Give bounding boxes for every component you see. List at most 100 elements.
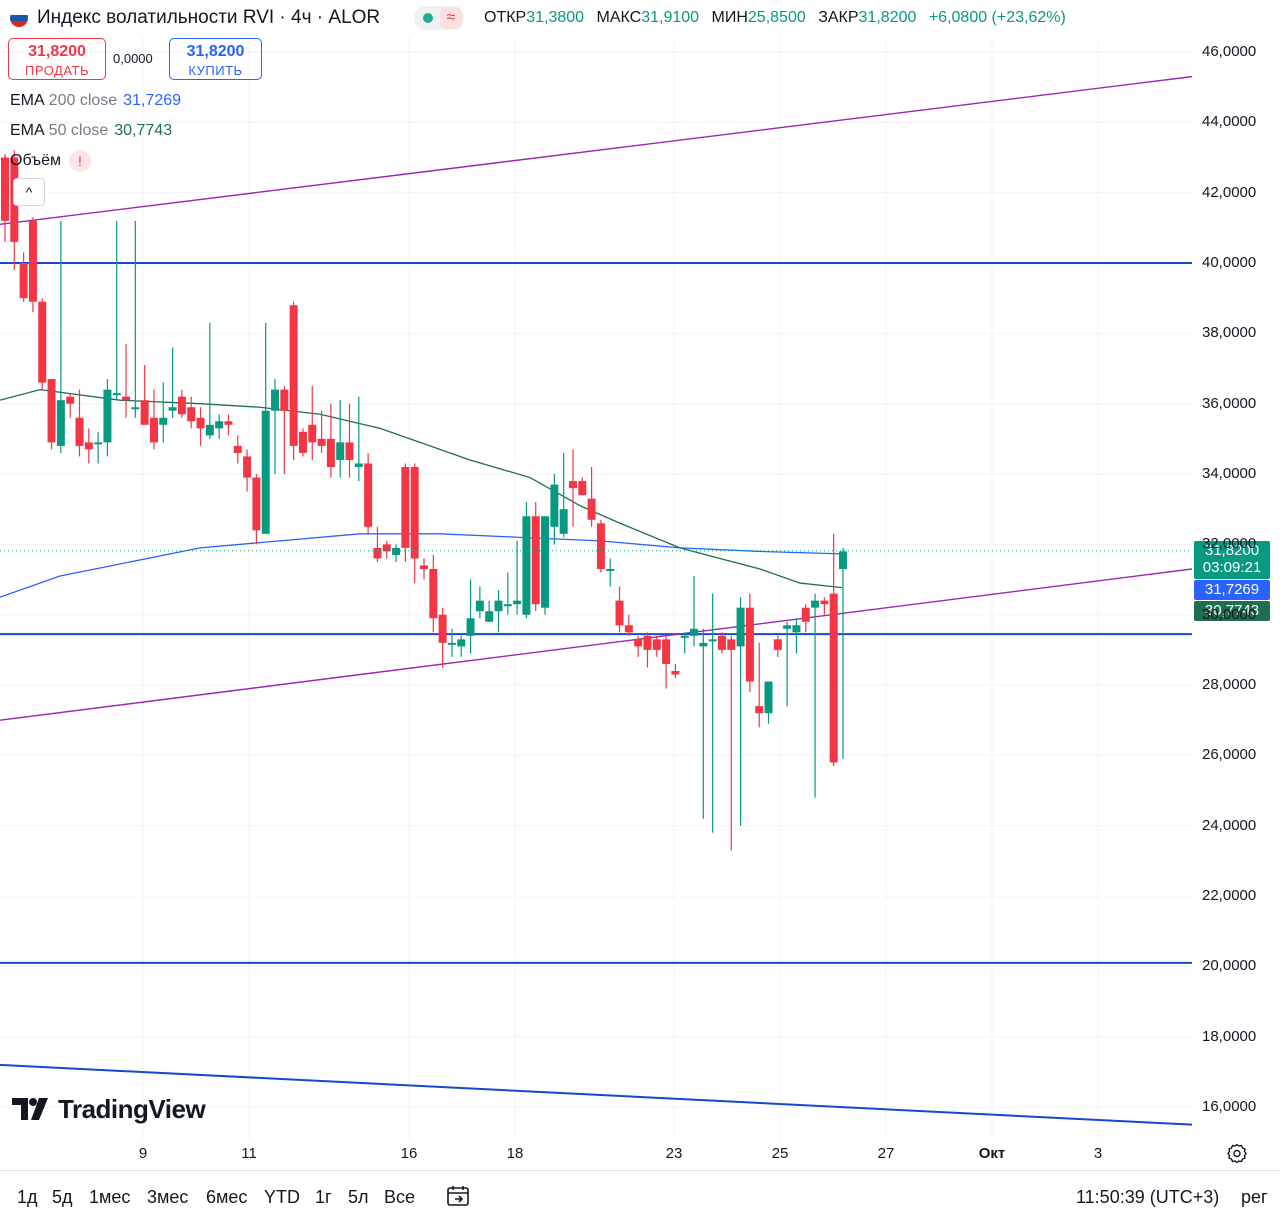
ema50-price-tag: 30,7743 (1194, 601, 1270, 621)
candle-body (112, 393, 121, 396)
period-all[interactable]: Все (384, 1187, 416, 1207)
sell-button[interactable]: 31,8200 ПРОДАТЬ (8, 38, 106, 80)
price-tick-label: 28,0000 (1202, 676, 1257, 694)
market-open-dot-icon (423, 13, 433, 23)
price-tick-label: 26,0000 (1202, 746, 1257, 764)
bar-countdown: 03:09:21 (1202, 559, 1262, 576)
last-price-value: 31,8200 (1204, 542, 1260, 559)
price-tick-label: 34,0000 (1202, 465, 1257, 483)
period-1y[interactable]: 1г (315, 1187, 332, 1207)
candle-body (494, 600, 503, 612)
candle-body (19, 263, 28, 299)
candle-body (75, 417, 84, 446)
candle-body (336, 442, 345, 460)
descending-trendline (0, 1063, 1193, 1126)
candle-body (559, 509, 568, 534)
legend-ema50[interactable]: EMA 50 close 30,7743 (10, 122, 172, 140)
period-5d[interactable]: 5д (52, 1187, 73, 1207)
price-tick-label: 42,0000 (1202, 183, 1257, 201)
candle-body (652, 639, 661, 650)
candle-body (457, 639, 466, 647)
candle-body (801, 607, 810, 622)
candle-body (634, 639, 643, 647)
legend-volume[interactable]: Объём! (10, 150, 91, 172)
candle-body (205, 424, 214, 436)
candle-body (475, 600, 484, 612)
candle-body (485, 611, 494, 622)
open-value: 31,3800 (526, 9, 585, 26)
candle-body (224, 421, 233, 425)
period-5y[interactable]: 5л (348, 1187, 369, 1207)
delayed-data-icon: ≈ (440, 7, 462, 29)
collapse-legend-button[interactable]: ^ (13, 178, 45, 206)
period-6m[interactable]: 6мес (206, 1187, 248, 1207)
candle-body (382, 544, 391, 552)
candle-body (1, 157, 9, 221)
candle-body (66, 396, 75, 404)
candle-body (280, 389, 289, 411)
buy-label: КУПИТЬ (188, 63, 243, 78)
ema200-line (0, 533, 843, 598)
candle-body (624, 625, 633, 633)
ema50-args: 50 close (48, 122, 109, 139)
symbol-title[interactable]: Индекс волатильности RVI · 4ч · ALOR (37, 7, 381, 28)
candle-body (680, 635, 689, 638)
candle-body (215, 421, 224, 429)
candle-body (354, 463, 363, 468)
candle-body (289, 305, 298, 446)
legend-ema200[interactable]: EMA 200 close 31,7269 (10, 92, 181, 110)
candle-body (587, 498, 596, 520)
spread-value: 0,0000 (113, 51, 153, 66)
chart-header: Индекс волатильности RVI · 4ч · ALOR ≈ О… (0, 0, 1190, 36)
date-tick-label: 3 (1093, 1145, 1103, 1162)
candle-body (690, 628, 699, 636)
period-1d[interactable]: 1д (17, 1187, 38, 1207)
last-price-tag: 31,8200 03:09:21 (1194, 541, 1270, 579)
channel-trendline (0, 75, 1193, 226)
open-label: ОТКР (484, 9, 527, 26)
date-tick-label: 27 (877, 1145, 895, 1162)
candle-body (298, 431, 307, 453)
candle-body (531, 516, 540, 605)
change-value: +6,0800 (+23,62%) (928, 9, 1066, 26)
price-chart[interactable] (0, 0, 1280, 1170)
price-tick-label: 32,0000 (1202, 535, 1257, 553)
candle-body (122, 396, 131, 401)
ema50-value: 30,7743 (114, 122, 173, 139)
candle-body (811, 600, 820, 608)
warning-icon[interactable]: ! (68, 150, 91, 172)
tradingview-logo[interactable]: TradingView (12, 1094, 206, 1124)
price-tick-label: 46,0000 (1202, 43, 1257, 60)
market-status-pill[interactable]: ≈ (414, 6, 464, 30)
ema200-name: EMA (10, 92, 45, 109)
period-1m[interactable]: 1мес (89, 1187, 131, 1207)
gear-icon[interactable] (1227, 1143, 1247, 1163)
candle-body (140, 400, 149, 425)
price-tick-label: 40,0000 (1202, 254, 1257, 272)
candle-body (429, 568, 438, 619)
period-3m[interactable]: 3мес (147, 1187, 189, 1207)
candle-body (513, 600, 522, 605)
date-tick-label: 16 (400, 1145, 418, 1162)
period-ytd[interactable]: YTD (264, 1187, 300, 1207)
candle-body (131, 407, 140, 410)
candle-body (727, 639, 736, 650)
candle-body (578, 481, 587, 496)
ema50-line (0, 388, 843, 589)
price-tick-label: 30,0000 (1202, 605, 1257, 623)
buy-button[interactable]: 31,8200 КУПИТЬ (169, 38, 262, 80)
sell-label: ПРОДАТЬ (25, 63, 89, 78)
ema200-args: 200 close (48, 92, 118, 109)
candle-body (773, 639, 782, 650)
candle-body (438, 614, 447, 643)
candle-body (736, 607, 745, 647)
ohlc-readout: ОТКР31,3800 МАКС31,9100 МИН25,8500 ЗАКР3… (484, 9, 1074, 27)
session-mode[interactable]: рег (1241, 1187, 1268, 1207)
candle-body (596, 523, 605, 569)
clock-readout[interactable]: 11:50:39 (UTC+3) (1076, 1187, 1220, 1207)
calendar-range-icon[interactable] (446, 1184, 470, 1208)
candle-body (755, 706, 764, 714)
candle-body (671, 670, 680, 675)
date-tick-label: 9 (138, 1145, 148, 1162)
date-tick-label: 11 (241, 1145, 257, 1162)
